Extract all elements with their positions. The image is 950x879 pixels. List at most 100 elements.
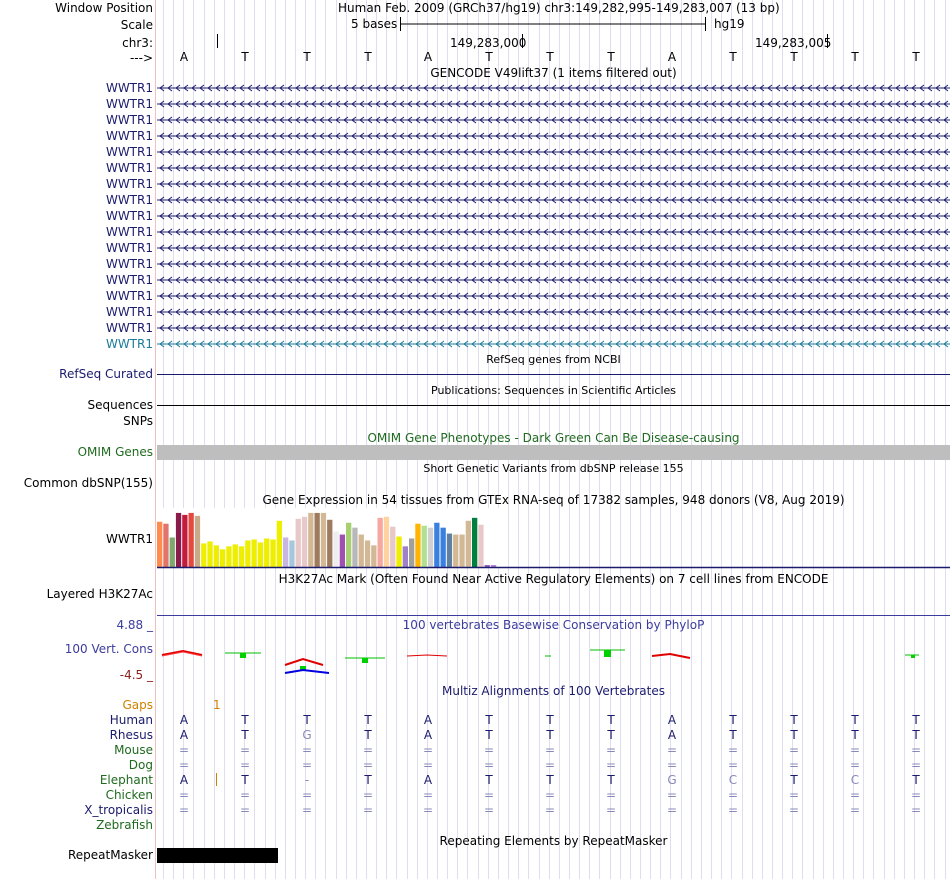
gencode-transcript[interactable] — [157, 195, 950, 205]
gencode-transcript-label[interactable]: WWTR1 — [105, 337, 153, 351]
gencode-transcript-label[interactable]: WWTR1 — [105, 161, 153, 175]
gtex-tissue-bar[interactable] — [157, 521, 163, 567]
gtex-tissue-bar[interactable] — [238, 546, 245, 567]
repeatmasker-label[interactable]: RepeatMasker — [67, 848, 153, 862]
gencode-transcript-label[interactable]: WWTR1 — [105, 177, 153, 191]
snps-label[interactable]: SNPs — [123, 414, 153, 428]
gencode-transcript[interactable] — [157, 163, 950, 173]
gtex-tissue-bar[interactable] — [396, 536, 402, 567]
gtex-tissue-bar[interactable] — [201, 543, 207, 567]
gtex-tissue-bar[interactable] — [490, 565, 497, 567]
gencode-transcript[interactable] — [157, 99, 950, 109]
gtex-tissue-bar[interactable] — [182, 514, 188, 567]
species-label[interactable]: Elephant — [99, 773, 153, 787]
gtex-tissue-bar[interactable] — [251, 539, 257, 567]
gtex-tissue-bar[interactable] — [245, 540, 251, 567]
gencode-transcript[interactable] — [157, 227, 950, 237]
gencode-transcript-label[interactable]: WWTR1 — [105, 113, 153, 127]
phylop-conservation-plot[interactable] — [157, 640, 950, 680]
gtex-tissue-bar[interactable] — [289, 540, 295, 567]
gencode-transcript-label[interactable]: WWTR1 — [105, 209, 153, 223]
gtex-tissue-bar[interactable] — [270, 539, 276, 567]
gtex-tissue-bar[interactable] — [472, 517, 478, 567]
h3k27ac-label[interactable]: Layered H3K27Ac — [46, 587, 153, 601]
gtex-tissue-bar[interactable] — [175, 512, 182, 567]
gencode-transcript-label[interactable]: WWTR1 — [105, 289, 153, 303]
gtex-tissue-bar[interactable] — [194, 515, 201, 567]
gtex-tissue-bar[interactable] — [427, 527, 434, 567]
gtex-tissue-bar[interactable] — [383, 516, 390, 567]
gtex-gene-label[interactable]: WWTR1 — [105, 532, 153, 546]
gencode-transcript[interactable] — [157, 275, 950, 285]
gtex-tissue-bar[interactable] — [339, 534, 345, 567]
gtex-tissue-bar[interactable] — [264, 538, 270, 567]
gtex-expression-chart[interactable] — [157, 508, 950, 570]
gencode-transcript[interactable] — [157, 211, 950, 221]
omim-label[interactable]: OMIM Genes — [77, 445, 153, 459]
gtex-tissue-bar[interactable] — [402, 546, 408, 567]
gtex-tissue-bar[interactable] — [453, 534, 459, 567]
gencode-transcript[interactable] — [157, 115, 950, 125]
gencode-transcript[interactable] — [157, 307, 950, 317]
gtex-tissue-bar[interactable] — [314, 512, 320, 567]
gtex-tissue-bar[interactable] — [188, 512, 194, 567]
gtex-tissue-bar[interactable] — [377, 517, 383, 567]
gtex-tissue-bar[interactable] — [358, 534, 364, 567]
gtex-tissue-bar[interactable] — [320, 512, 327, 567]
gtex-tissue-bar[interactable] — [295, 518, 301, 567]
gtex-tissue-bar[interactable] — [446, 533, 453, 567]
gtex-tissue-bar[interactable] — [346, 522, 352, 567]
gencode-transcript-label[interactable]: WWTR1 — [105, 305, 153, 319]
gtex-tissue-bar[interactable] — [364, 540, 371, 567]
gencode-transcript-label[interactable]: WWTR1 — [105, 81, 153, 95]
species-label[interactable]: X_tropicalis — [84, 803, 153, 817]
species-label[interactable]: Chicken — [105, 788, 153, 802]
gaps-label[interactable]: Gaps — [122, 698, 153, 712]
gtex-tissue-bar[interactable] — [327, 519, 333, 567]
species-label[interactable]: Dog — [128, 758, 153, 772]
gencode-transcript[interactable] — [157, 291, 950, 301]
gtex-tissue-bar[interactable] — [226, 546, 232, 567]
gencode-transcript-label[interactable]: WWTR1 — [105, 145, 153, 159]
gencode-transcript[interactable] — [157, 147, 950, 157]
gtex-tissue-bar[interactable] — [409, 538, 415, 567]
gtex-tissue-bar[interactable] — [352, 527, 358, 567]
gencode-transcript-label[interactable]: WWTR1 — [105, 241, 153, 255]
gtex-tissue-bar[interactable] — [213, 545, 219, 567]
dbsnp-label[interactable]: Common dbSNP(155) — [23, 476, 153, 490]
species-label[interactable]: Zebrafish — [96, 818, 153, 832]
gtex-tissue-bar[interactable] — [232, 544, 238, 567]
gencode-transcript-label[interactable]: WWTR1 — [105, 273, 153, 287]
species-label[interactable]: Mouse — [114, 743, 153, 757]
gencode-transcript-label[interactable]: WWTR1 — [105, 257, 153, 271]
repeatmasker-element[interactable] — [157, 848, 278, 863]
gencode-transcript[interactable] — [157, 339, 950, 349]
gencode-transcript-label[interactable]: WWTR1 — [105, 129, 153, 143]
gtex-tissue-bar[interactable] — [257, 542, 264, 567]
gtex-tissue-bar[interactable] — [421, 525, 427, 567]
omim-gene-bar[interactable] — [157, 445, 950, 460]
gtex-tissue-bar[interactable] — [207, 541, 213, 567]
gtex-tissue-bar[interactable] — [478, 524, 484, 567]
gtex-tissue-bar[interactable] — [163, 523, 169, 567]
gtex-tissue-bar[interactable] — [440, 527, 446, 567]
sequences-label[interactable]: Sequences — [87, 398, 153, 412]
gencode-transcript[interactable] — [157, 323, 950, 333]
gencode-transcript[interactable] — [157, 243, 950, 253]
gencode-transcript[interactable] — [157, 259, 950, 269]
gtex-tissue-bar[interactable] — [434, 522, 440, 567]
gtex-tissue-bar[interactable] — [301, 516, 308, 567]
gtex-tissue-bar[interactable] — [220, 549, 226, 567]
phylop-label[interactable]: 100 Vert. Cons — [64, 642, 153, 656]
gencode-transcript[interactable] — [157, 83, 950, 93]
gencode-transcript[interactable] — [157, 179, 950, 189]
gtex-tissue-bar[interactable] — [465, 520, 471, 567]
gtex-tissue-bar[interactable] — [459, 534, 465, 567]
gtex-tissue-bar[interactable] — [390, 526, 396, 567]
gtex-tissue-bar[interactable] — [371, 545, 377, 567]
gencode-transcript-label[interactable]: WWTR1 — [105, 97, 153, 111]
gtex-tissue-bar[interactable] — [276, 520, 282, 567]
gtex-tissue-bar[interactable] — [333, 531, 339, 567]
refseq-label[interactable]: RefSeq Curated — [59, 367, 153, 381]
